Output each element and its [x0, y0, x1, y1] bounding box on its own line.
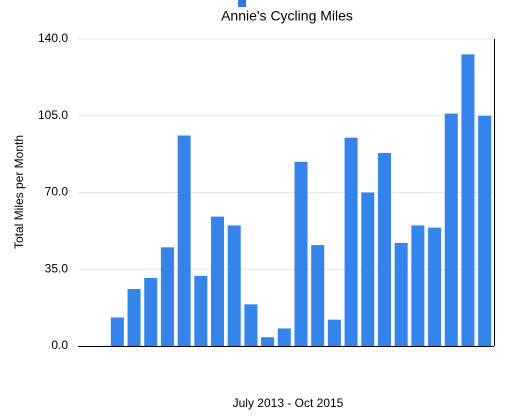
legend-marker [238, 0, 246, 7]
bar [261, 337, 275, 346]
y-tick-label: 70.0 [45, 185, 69, 199]
y-tick-label: 0.0 [51, 338, 68, 352]
bar [244, 304, 258, 346]
bar [394, 242, 408, 346]
y-tick-label: 140.0 [38, 31, 68, 45]
bar [478, 115, 492, 346]
bar [227, 225, 241, 346]
bar [177, 135, 191, 346]
y-tick-label: 105.0 [38, 108, 68, 122]
bar [444, 113, 458, 346]
bar [428, 227, 442, 346]
bar [461, 54, 475, 346]
bar [344, 137, 358, 346]
bar [194, 275, 208, 346]
bar [311, 245, 325, 346]
bar [127, 288, 141, 346]
chart-title: Annie's Cycling Miles [221, 8, 353, 24]
bar [327, 319, 341, 346]
bar [294, 161, 308, 346]
y-tick-label: 35.0 [45, 261, 69, 275]
bar [361, 192, 375, 346]
bar [211, 216, 225, 346]
x-axis-label: July 2013 - Oct 2015 [233, 396, 344, 410]
bar [110, 317, 124, 346]
y-axis-label: Total Miles per Month [12, 135, 26, 249]
bar [377, 153, 391, 346]
bar [144, 278, 158, 346]
bar [411, 225, 425, 346]
bar [277, 328, 291, 346]
bar [160, 247, 174, 346]
